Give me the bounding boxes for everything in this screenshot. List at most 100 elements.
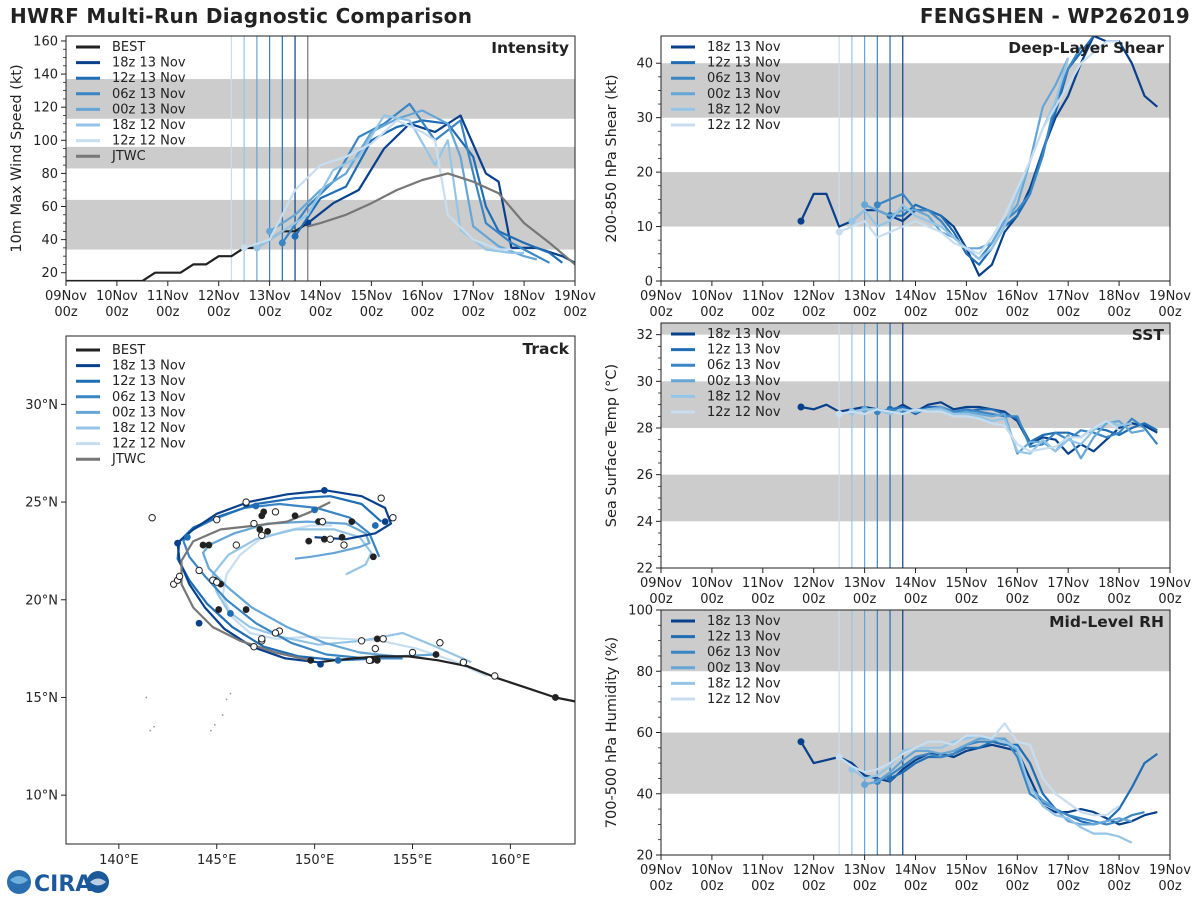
init-marker [240, 244, 248, 252]
x-tick-label-date: 13Nov [844, 289, 886, 304]
track-open-point [459, 658, 468, 666]
plot-frame [65, 335, 576, 845]
x-tick-label-hour: 00z [258, 305, 282, 320]
x-tick-label-date: 16Nov [996, 289, 1038, 304]
shade-band [661, 610, 1170, 672]
track-point [311, 506, 319, 514]
init-marker [848, 217, 856, 225]
series-line [269, 109, 538, 261]
track-open-point [213, 515, 221, 524]
panel-title: Track [523, 340, 570, 358]
island-mark [209, 729, 212, 732]
legend-label: 00z 13 Nov [707, 661, 781, 676]
track-point [205, 541, 213, 549]
legend-label: 12z 12 Nov [112, 134, 186, 149]
y-tick-label: 30 [636, 111, 653, 126]
track-open-point [357, 637, 366, 645]
track-point [199, 541, 207, 549]
track-line [182, 502, 403, 660]
x-tick-label-date: 15Nov [350, 289, 392, 304]
y-tick-label: 100 [33, 134, 58, 149]
shade-band [661, 474, 1170, 522]
x-tick-label: 140°E [99, 853, 139, 868]
x-tick-label-date: 19Nov [1149, 289, 1191, 304]
track-open-point [213, 578, 221, 586]
series-line [256, 114, 525, 254]
cira-logo: CIRA [4, 866, 114, 898]
x-tick-label-hour: 00z [700, 879, 724, 894]
x-tick-label-hour: 00z [649, 879, 673, 894]
x-tick-label-date: 18Nov [1098, 576, 1140, 591]
track-point [264, 527, 272, 535]
shade-band [661, 63, 1170, 118]
x-tick-label-date: 17Nov [1047, 289, 1089, 304]
x-tick-label-date: 11Nov [742, 576, 784, 591]
y-tick-label: 20°N [25, 593, 58, 608]
track-line [176, 489, 393, 664]
track-open-point [318, 517, 327, 526]
track-point [432, 651, 440, 658]
series-line [243, 119, 512, 251]
x-tick-label-hour: 00z [105, 305, 129, 320]
track-open-point [389, 514, 397, 522]
legend-label: 12z 12 Nov [707, 405, 781, 420]
track-point [227, 610, 234, 617]
series-line [851, 408, 1133, 455]
track-point [348, 518, 356, 526]
x-tick-label-hour: 00z [1107, 305, 1131, 320]
y-tick-label: 140 [33, 68, 58, 83]
y-tick-label: 20 [636, 849, 653, 864]
y-tick-label: 32 [636, 328, 653, 343]
legend-label: 18z 13 Nov [112, 359, 186, 374]
legend-label: 12z 13 Nov [112, 374, 186, 389]
track-open-point [258, 635, 266, 643]
x-tick-label-date: 18Nov [1098, 863, 1140, 878]
x-tick-label-hour: 00z [1158, 592, 1182, 607]
y-tick-label: 20 [636, 166, 653, 181]
x-tick-label-date: 09Nov [640, 576, 682, 591]
track-line [211, 528, 472, 664]
init-marker [797, 403, 805, 411]
y-tick-label: 20 [41, 266, 58, 281]
x-tick-label-date: 09Nov [640, 863, 682, 878]
x-tick-label-hour: 00z [955, 305, 979, 320]
x-tick-label-date: 15Nov [945, 576, 987, 591]
track-point [305, 537, 313, 545]
track-point [369, 553, 377, 561]
x-tick-label-date: 11Nov [742, 863, 784, 878]
x-tick-label-hour: 00z [649, 305, 673, 320]
shade-band [661, 323, 1170, 335]
legend-label: BEST [112, 40, 145, 55]
track-open-point [250, 642, 258, 651]
island-mark [145, 696, 148, 699]
x-tick-label-date: 12Nov [793, 289, 835, 304]
track-point [373, 635, 381, 643]
x-tick-label-date: 09Nov [45, 289, 87, 304]
x-tick-label-date: 18Nov [503, 289, 545, 304]
shear-panel: 01020304009Nov00z10Nov00z11Nov00z12Nov00… [604, 35, 1191, 320]
x-tick-label-date: 13Nov [844, 576, 886, 591]
shade-band [66, 146, 575, 169]
track-point [258, 512, 266, 520]
shade-band [66, 79, 575, 119]
x-tick-label-hour: 00z [1107, 592, 1131, 607]
track-open-point [436, 639, 444, 647]
track-point [371, 522, 379, 529]
track-open-point [271, 508, 280, 516]
x-tick-label: 150°E [295, 853, 335, 868]
x-tick-label-date: 10Nov [691, 863, 733, 878]
init-marker [835, 228, 843, 236]
sst-panel: 22242628303209Nov00z10Nov00z11Nov00z12No… [604, 322, 1191, 607]
track-open-point [271, 629, 280, 637]
legend-label: 06z 13 Nov [112, 87, 186, 102]
track-open-point [365, 656, 374, 665]
x-tick-label-date: 10Nov [691, 289, 733, 304]
track-open-point [175, 572, 184, 581]
series-line [838, 722, 1120, 817]
x-tick-label-hour: 00z [802, 879, 826, 894]
legend-label: 00z 13 Nov [707, 374, 781, 389]
x-tick-label-date: 10Nov [96, 289, 138, 304]
x-tick-label-hour: 00z [904, 305, 928, 320]
y-tick-label: 10°N [25, 789, 58, 804]
